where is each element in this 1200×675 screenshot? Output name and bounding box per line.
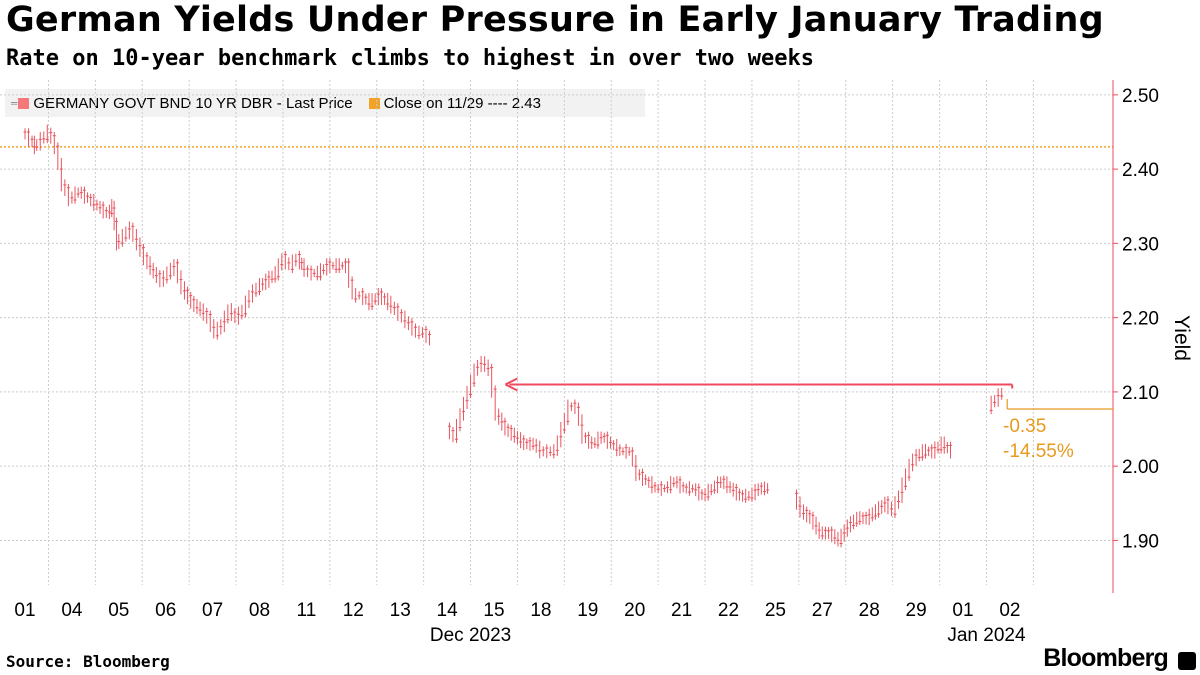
x-group-label: Dec 2023 — [430, 625, 511, 646]
x-tick-label: 11 — [297, 600, 317, 621]
x-tick-label: 21 — [671, 600, 692, 621]
x-tick-label: 19 — [577, 600, 598, 621]
x-tick-label: 01 — [14, 600, 35, 621]
x-tick-label: 13 — [390, 600, 411, 621]
change-annotation-label: -0.35 — [1003, 416, 1046, 437]
x-tick-label: 14 — [437, 600, 459, 621]
chart-title: German Yields Under Pressure in Early Ja… — [6, 0, 1104, 40]
x-tick-label: 04 — [61, 600, 83, 621]
x-tick-label: 29 — [906, 600, 927, 621]
legend-close-label: Close on 11/29 ---- 2.43 — [383, 94, 541, 112]
x-tick-label: 25 — [765, 600, 786, 621]
y-axis-title: Yield — [1170, 315, 1193, 361]
series-swatch-icon — [18, 97, 30, 109]
x-tick-label: 07 — [202, 600, 223, 621]
x-tick-label: 05 — [108, 600, 129, 621]
x-tick-label: 12 — [343, 600, 364, 621]
y-tick-label: 2.00 — [1122, 457, 1159, 478]
y-tick-label: 2.40 — [1122, 160, 1159, 181]
legend-item-series[interactable]: ═ GERMANY GOVT BND 10 YR DBR - Last Pric… — [5, 95, 353, 112]
x-tick-label: 01 — [952, 600, 973, 621]
y-tick-label: 1.90 — [1122, 531, 1159, 552]
x-tick-label: 22 — [718, 600, 739, 621]
y-tick-label: 2.30 — [1122, 234, 1159, 255]
x-tick-label: 18 — [530, 600, 551, 621]
legend: ═ GERMANY GOVT BND 10 YR DBR - Last Pric… — [5, 89, 645, 117]
source-note: Source: Bloomberg — [6, 652, 170, 671]
y-tick-label: 2.50 — [1122, 86, 1159, 107]
brand-logo: Bloomberg — [1043, 644, 1169, 672]
change-annotation-label: -14.55% — [1003, 441, 1074, 462]
chart-subtitle: Rate on 10-year benchmark climbs to high… — [6, 46, 814, 71]
x-tick-label: 06 — [155, 600, 176, 621]
x-group-label: Jan 2024 — [947, 625, 1026, 646]
bloomberg-terminal-icon — [1178, 652, 1196, 670]
legend-item-close[interactable]: Close on 11/29 ---- 2.43 — [368, 94, 541, 112]
x-tick-label: 27 — [812, 600, 833, 621]
x-tick-label: 20 — [624, 600, 645, 621]
close-swatch-icon — [368, 97, 380, 109]
line-style-icon: ═ — [11, 98, 18, 108]
y-tick-label: 2.10 — [1122, 383, 1159, 404]
legend-series-label: GERMANY GOVT BND 10 YR DBR - Last Price — [33, 94, 353, 112]
x-tick-label: 15 — [483, 600, 504, 621]
annotation-arrowhead-icon — [504, 377, 518, 392]
x-tick-label: 02 — [999, 600, 1020, 621]
x-tick-label: 08 — [249, 600, 270, 621]
x-tick-label: 28 — [859, 600, 880, 621]
y-tick-label: 2.20 — [1122, 309, 1159, 330]
